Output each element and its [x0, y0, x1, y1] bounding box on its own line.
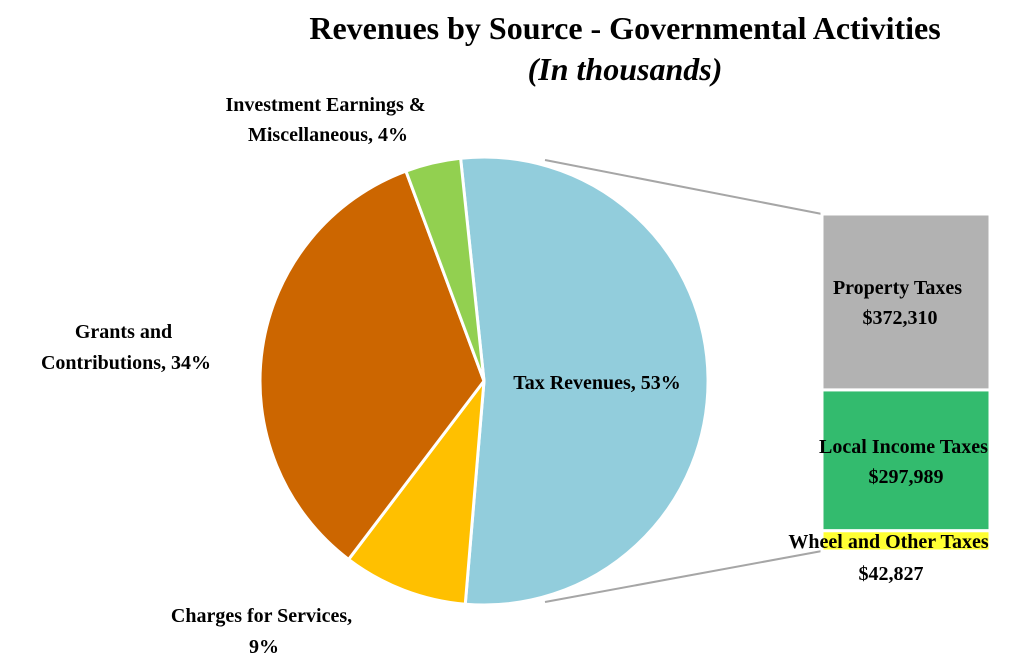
- breakdown-connectors: [544, 159, 823, 603]
- slice-label-investment-earnings: Investment Earnings & Miscellaneous, 4%: [225, 94, 430, 146]
- bar-segment-wheel-and-other-taxes: [820, 529, 992, 553]
- pie: [258, 155, 710, 607]
- pie-slice-tax-revenues: [459, 155, 710, 607]
- pie-slice-investment-earnings-and-miscellaneous: [404, 156, 486, 383]
- pie-slice-charges-for-services: [347, 379, 486, 606]
- bar-label-wheel-and-other-taxes: Wheel and Other Taxes $42,827: [788, 531, 993, 585]
- bar-label-local-income-taxes: Local Income Taxes $297,989: [819, 436, 993, 488]
- connector-line-top: [544, 159, 823, 215]
- connector-line-bottom: [544, 550, 823, 603]
- slice-label-charges-for-services: Charges for Services, 9%: [171, 605, 357, 658]
- bar-segment-property-taxes: [820, 212, 992, 392]
- bar-segment-local-income-taxes: [820, 388, 992, 533]
- pie-slice-grants-and-contributions: [258, 169, 486, 561]
- bar-label-property-taxes: Property Taxes $372,310: [833, 277, 967, 329]
- chart-title: Revenues by Source - Governmental Activi…: [309, 10, 940, 46]
- slice-label-grants-and-contributions: Grants and Contributions, 34%: [41, 321, 211, 374]
- slice-label-tax-revenues: Tax Revenues, 53%: [513, 372, 681, 394]
- chart-subtitle: (In thousands): [528, 51, 723, 87]
- breakdown-bar: [820, 212, 992, 553]
